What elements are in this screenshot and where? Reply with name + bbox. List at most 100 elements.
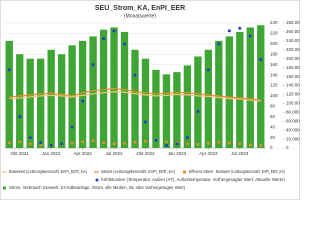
y-tick-label: 40 xyxy=(270,124,276,129)
square-marker xyxy=(123,142,126,145)
dot-marker xyxy=(102,37,106,41)
y2-tick-label: 120.000 xyxy=(286,92,300,97)
bar xyxy=(89,36,97,149)
y-tick-label: 240 xyxy=(270,20,278,25)
square-marker xyxy=(102,141,105,145)
x-tick-label: Jan 2022 xyxy=(42,151,61,156)
chart: SEU_Strom_KA, EnPI_EER (Monatswerte) 0 20… xyxy=(0,0,300,200)
bar xyxy=(131,49,139,148)
y2-tick-label: 0 xyxy=(286,145,289,150)
y2-tick-label: 20.000 xyxy=(286,136,300,141)
legend-label: Basiswert (Leistungskennzahl: EnPI_EER_K… xyxy=(9,169,88,174)
bar xyxy=(99,29,108,149)
square-marker xyxy=(165,140,168,144)
y2-tick-label: 80.000 xyxy=(286,109,300,114)
dot-marker xyxy=(196,110,200,114)
x-tick-label: Jan 2023 xyxy=(168,151,187,156)
dot-marker xyxy=(185,136,189,140)
square-marker xyxy=(217,140,221,144)
x-tick-label: Apr 2022 xyxy=(73,151,92,156)
dot-marker xyxy=(60,142,64,146)
y2-tick-label: 100.000 xyxy=(286,101,300,106)
legend-label: Kühlstunden (Temperatur, Außen (AT), Auß… xyxy=(101,177,286,182)
dot-marker xyxy=(248,34,252,38)
bar xyxy=(215,40,223,148)
dot-marker xyxy=(206,68,210,72)
y2-tick-label: 240.000 xyxy=(286,38,300,43)
dot-marker xyxy=(112,29,116,33)
square-marker xyxy=(259,144,263,147)
y2-tick-label: 60.000 xyxy=(286,118,300,123)
bar xyxy=(37,58,45,148)
chart-subtitle: (Monatswerte) xyxy=(124,13,156,19)
y-tick-label: 200 xyxy=(270,41,278,46)
bar xyxy=(204,49,213,148)
legend-label: Differenz Istwert - Basiswert (Leistungs… xyxy=(189,169,285,174)
dot-marker xyxy=(7,68,11,72)
legend-label: Strom, Verbrauch (Gewerk: KA Kälteanlage… xyxy=(9,185,186,190)
square-marker xyxy=(196,143,200,146)
dot-marker xyxy=(217,42,221,46)
square-marker xyxy=(39,143,42,147)
y-tick-label: 220 xyxy=(270,31,278,36)
square-marker xyxy=(144,139,147,143)
legend-swatch xyxy=(3,186,6,190)
bar xyxy=(173,72,181,148)
square-marker xyxy=(112,142,116,146)
bar xyxy=(110,27,118,148)
y-tick-label: 120 xyxy=(270,83,278,88)
y2-tick-label: 200.000 xyxy=(286,56,300,61)
x-tick-label: Okt 2021 xyxy=(11,151,30,156)
y-tick-label: 60 xyxy=(270,114,276,119)
dot-marker xyxy=(133,73,137,77)
dot-marker xyxy=(70,125,74,129)
y2-tick-label: 160.000 xyxy=(286,74,300,79)
y2-tick-label: 260.000 xyxy=(286,29,300,34)
x-tick-label: Apr 2023 xyxy=(199,151,218,156)
bar xyxy=(225,36,233,149)
x-tick-label: Okt 2022 xyxy=(136,151,155,156)
square-marker xyxy=(70,142,74,145)
square-marker xyxy=(207,142,210,145)
dot-marker xyxy=(227,29,231,33)
dot-marker xyxy=(164,143,168,147)
square-marker xyxy=(228,141,231,145)
bar xyxy=(236,31,244,148)
square-marker xyxy=(248,143,252,147)
y-tick-label: 140 xyxy=(270,72,278,77)
bar xyxy=(141,58,150,148)
bar xyxy=(183,65,192,148)
dot-marker xyxy=(49,143,53,147)
square-marker xyxy=(7,141,11,145)
y-tick-label: 80 xyxy=(270,104,276,109)
bar xyxy=(152,69,160,148)
square-marker xyxy=(133,140,137,144)
line xyxy=(9,88,261,101)
square-marker xyxy=(186,142,189,146)
bar xyxy=(162,74,171,148)
dot-marker xyxy=(18,115,22,119)
dot-marker xyxy=(39,141,43,145)
square-marker xyxy=(18,140,22,144)
square-marker xyxy=(238,142,242,146)
bar xyxy=(57,54,66,148)
bar xyxy=(194,56,202,148)
y-tick-label: 180 xyxy=(270,51,278,56)
dot-marker xyxy=(91,63,95,67)
bar xyxy=(16,54,24,148)
bar xyxy=(47,49,55,148)
y2-tick-label: 280.000 xyxy=(286,20,300,25)
dot-marker xyxy=(259,57,263,61)
dot-marker xyxy=(175,142,179,146)
dot-marker xyxy=(238,26,242,30)
y2-tick-label: 140.000 xyxy=(286,83,300,88)
y-tick-label: 0 xyxy=(270,145,273,150)
dot-marker xyxy=(123,42,127,46)
x-tick-label: Jul 2022 xyxy=(106,151,124,156)
dot-marker xyxy=(154,138,158,142)
legend-swatch xyxy=(183,170,186,174)
y2-tick-label: 220.000 xyxy=(286,47,300,52)
dot-marker xyxy=(81,99,85,103)
bar xyxy=(78,40,87,148)
bar xyxy=(257,25,265,148)
